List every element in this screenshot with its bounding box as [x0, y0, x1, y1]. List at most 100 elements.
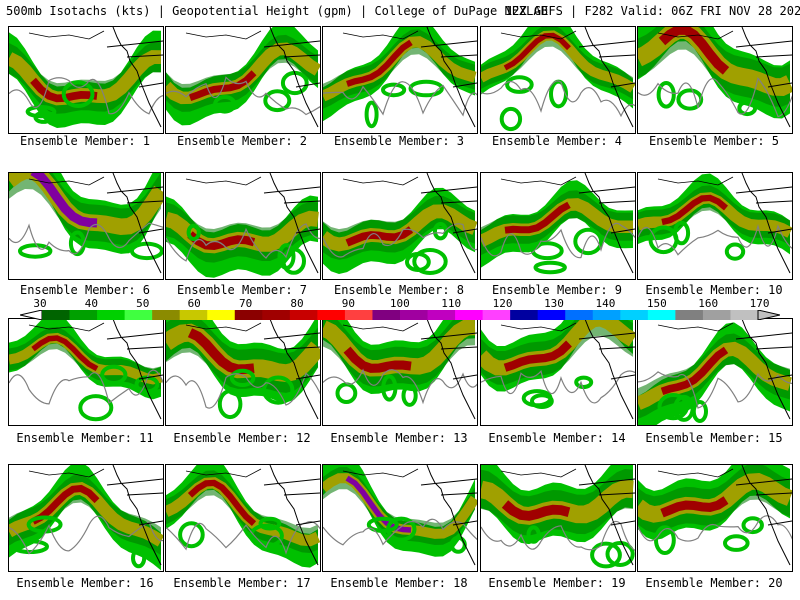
ensemble-panel-14	[480, 318, 636, 426]
ensemble-member-label: Ensemble Member: 5	[648, 134, 780, 148]
ensemble-panel-6	[8, 172, 164, 280]
coastline-borders	[735, 465, 792, 566]
jet-core-max	[503, 340, 572, 372]
alaska-coastline	[657, 468, 734, 478]
height-contour	[481, 222, 635, 259]
coastline-borders	[420, 319, 477, 420]
jet-core-max	[345, 475, 412, 533]
ensemble-member-label: Ensemble Member: 15	[645, 431, 783, 445]
alaska-coastline	[185, 322, 262, 332]
speed-swirl	[724, 242, 746, 261]
colorbar-swatch	[289, 310, 318, 320]
speed-swirl	[186, 223, 201, 242]
isotach-map	[9, 319, 163, 422]
isotach-map	[638, 173, 792, 274]
alaska-coastline	[28, 176, 105, 186]
colorbar-tick-label: 80	[290, 297, 304, 310]
jet-stream-region	[481, 27, 633, 109]
colorbar-swatch	[427, 310, 456, 320]
speed-swirl	[656, 81, 676, 109]
colorbar-tick-label: 120	[492, 297, 513, 310]
speed-swirl	[605, 541, 635, 567]
jet-core-max	[660, 346, 729, 396]
colorbar-swatch	[207, 310, 236, 320]
ensemble-panel-5	[637, 26, 793, 134]
isotach-map	[9, 465, 163, 571]
isotach-map	[166, 27, 320, 128]
colorbar-swatch	[592, 310, 621, 320]
height-contour	[481, 520, 635, 551]
colorbar-swatch	[647, 310, 676, 320]
height-contour	[638, 515, 792, 542]
coastline-borders	[263, 173, 320, 274]
jet-core-max	[660, 496, 729, 518]
isotach-map	[323, 27, 477, 129]
coastline-borders	[263, 319, 320, 420]
colorbar-swatch	[620, 310, 649, 320]
isotach-map	[481, 27, 635, 132]
colorbar-swatch	[372, 310, 401, 320]
alaska-coastline	[28, 30, 105, 40]
colorbar-tick-label: 40	[84, 297, 99, 310]
speed-swirl	[178, 521, 205, 549]
ensemble-member-label: Ensemble Member: 10	[645, 283, 783, 297]
ensemble-member-label: Ensemble Member: 19	[488, 576, 626, 590]
jet-stream-core-region	[323, 196, 475, 260]
speed-swirl	[381, 374, 398, 402]
jet-stream-region	[9, 465, 161, 571]
jet-stream-core-region	[481, 27, 633, 100]
ensemble-member-label: Ensemble Member: 11	[16, 431, 154, 445]
coastline-borders	[578, 319, 635, 420]
alaska-coastline	[28, 322, 105, 332]
colorbar-swatch	[730, 310, 759, 320]
speed-swirl	[549, 79, 568, 109]
speed-swirl	[737, 100, 758, 117]
colorbar-tick-label: 150	[646, 297, 667, 310]
jet-core-max	[187, 479, 257, 526]
colorbar-swatch	[537, 310, 566, 320]
speed-swirl	[573, 227, 604, 256]
jet-core-max	[658, 27, 730, 75]
colorbar-swatch	[42, 310, 71, 320]
height-contour	[9, 369, 163, 405]
ensemble-panel-4	[480, 26, 636, 134]
speed-swirl	[335, 382, 358, 404]
alaska-coastline	[185, 176, 262, 186]
speed-swirl	[401, 384, 418, 407]
ensemble-panel-1	[8, 26, 164, 134]
speed-swirl	[657, 393, 689, 421]
speed-swirl	[263, 89, 292, 113]
speed-swirl	[499, 106, 523, 132]
speed-swirl	[129, 241, 163, 261]
height-contour	[9, 77, 163, 115]
alaska-coastline	[500, 30, 577, 40]
ensemble-panel-7	[165, 172, 321, 280]
speed-swirl	[366, 516, 399, 533]
height-contour	[323, 81, 477, 117]
height-contour	[638, 76, 792, 118]
colorbar-tick-label: 60	[187, 297, 201, 310]
height-contour	[481, 369, 635, 404]
alaska-coastline	[657, 176, 734, 186]
height-contour	[638, 223, 792, 256]
speed-swirl	[213, 95, 237, 114]
ensemble-panel-3	[322, 26, 478, 134]
colorbar-swatch	[455, 310, 484, 320]
map-title-right: 12Z GEFS | F282 Valid: 06Z FRI NOV 28 20…	[505, 4, 800, 18]
speed-swirl	[590, 541, 622, 569]
isotach-map	[9, 173, 163, 274]
ensemble-member-label: Ensemble Member: 6	[19, 283, 151, 297]
alaska-coastline	[185, 30, 262, 40]
colorbar-swatch	[234, 310, 263, 320]
coastline-borders	[106, 27, 163, 128]
colorbar-tick-label: 110	[441, 297, 462, 310]
ensemble-member-label: Ensemble Member: 4	[491, 134, 623, 148]
coastline-borders	[263, 27, 320, 128]
alaska-coastline	[500, 468, 577, 478]
speed-swirl	[412, 248, 448, 275]
ensemble-member-label: Ensemble Member: 17	[173, 576, 311, 590]
isotach-map	[9, 27, 163, 128]
speed-swirl	[676, 88, 704, 111]
coastline-borders	[420, 27, 477, 128]
colorbar-swatch	[69, 310, 98, 320]
